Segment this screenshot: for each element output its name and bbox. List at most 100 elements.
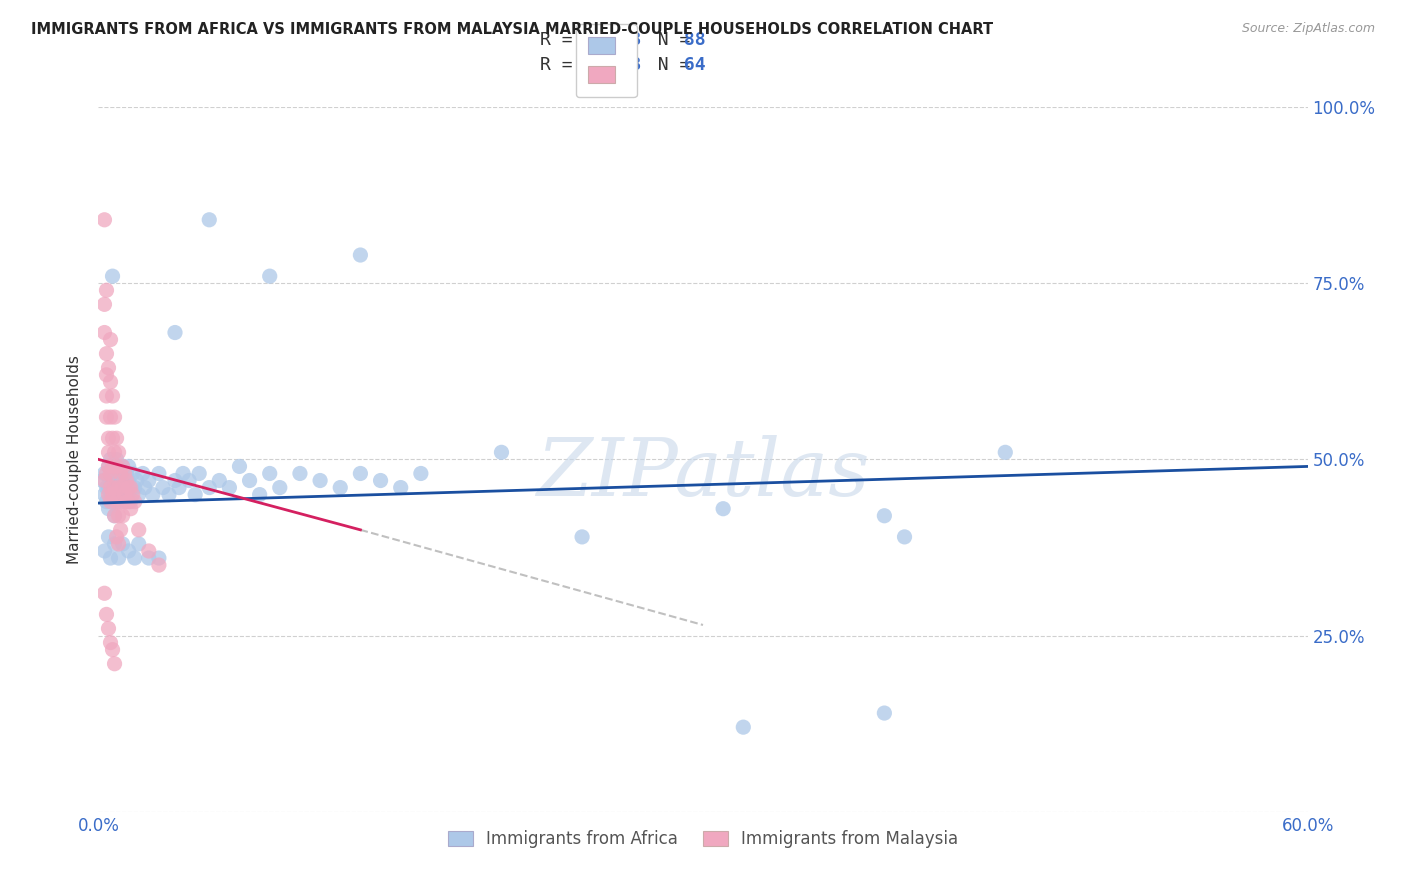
Point (101, 389, 124, 403)
Point (105, 431, 128, 445)
Point (100, 410, 122, 425)
Point (100, 487, 122, 501)
Point (134, 481, 156, 495)
Point (370, 474, 392, 488)
Point (105, 530, 128, 544)
Point (101, 481, 124, 495)
Point (105, 452, 128, 467)
Point (93, 212, 115, 227)
Point (100, 551, 122, 566)
Point (103, 474, 125, 488)
Point (121, 487, 143, 501)
Point (259, 467, 281, 481)
Point (103, 537, 125, 551)
Point (114, 467, 136, 481)
Text: R =: R = (540, 56, 572, 74)
Point (97, 501, 120, 516)
Point (733, 720, 755, 734)
Point (96, 494, 118, 508)
Point (138, 544, 160, 558)
Point (105, 459, 128, 474)
Point (97, 622, 120, 636)
Point (110, 523, 132, 537)
Point (107, 445, 129, 459)
Point (96, 389, 118, 403)
Point (103, 410, 125, 425)
Point (107, 508, 129, 523)
Point (218, 481, 240, 495)
Point (148, 551, 170, 566)
Point (97, 360, 120, 375)
Text: R =: R = (540, 31, 572, 49)
Point (120, 494, 142, 508)
Point (111, 537, 134, 551)
Point (97, 530, 120, 544)
Point (118, 494, 141, 508)
Point (100, 481, 122, 495)
Point (107, 537, 129, 551)
Point (111, 508, 134, 523)
Text: N =: N = (637, 56, 690, 74)
Point (101, 642, 124, 657)
Point (128, 537, 150, 551)
Point (172, 467, 194, 481)
Point (100, 467, 122, 481)
Point (124, 551, 146, 566)
Point (228, 459, 250, 474)
Point (97, 459, 120, 474)
Point (93, 326, 115, 340)
Text: N =: N = (637, 31, 690, 49)
Point (114, 487, 136, 501)
Point (148, 467, 170, 481)
Point (93, 487, 115, 501)
Point (96, 607, 118, 622)
Point (101, 467, 124, 481)
Point (107, 459, 129, 474)
Point (110, 467, 132, 481)
Point (269, 481, 291, 495)
Point (107, 481, 129, 495)
Point (96, 346, 118, 360)
Point (100, 635, 122, 649)
Point (873, 508, 896, 523)
Point (157, 487, 180, 501)
Point (105, 474, 128, 488)
Point (100, 333, 122, 347)
Point (111, 459, 134, 474)
Point (114, 481, 136, 495)
Point (491, 445, 513, 459)
Point (198, 481, 221, 495)
Point (110, 481, 132, 495)
Y-axis label: Married-couple Households: Married-couple Households (67, 355, 83, 564)
Point (163, 474, 186, 488)
Point (107, 481, 129, 495)
Point (259, 269, 281, 284)
Point (103, 657, 125, 671)
Point (101, 269, 124, 284)
Point (103, 481, 125, 495)
Point (118, 481, 141, 495)
Point (115, 494, 138, 508)
Point (994, 445, 1017, 459)
Point (138, 551, 160, 566)
Point (114, 494, 136, 508)
Point (107, 494, 129, 508)
Point (184, 487, 207, 501)
Text: 0.068: 0.068 (576, 31, 641, 49)
Point (128, 523, 150, 537)
Point (152, 481, 174, 495)
Point (121, 467, 143, 481)
Point (111, 459, 134, 474)
Point (120, 481, 142, 495)
Point (93, 467, 115, 481)
Point (101, 494, 124, 508)
Point (409, 467, 432, 481)
Point (105, 494, 128, 508)
Point (167, 481, 190, 495)
Point (711, 501, 734, 516)
Point (96, 467, 118, 481)
Point (97, 487, 120, 501)
Point (93, 297, 115, 311)
Point (349, 467, 371, 481)
Point (100, 375, 122, 389)
